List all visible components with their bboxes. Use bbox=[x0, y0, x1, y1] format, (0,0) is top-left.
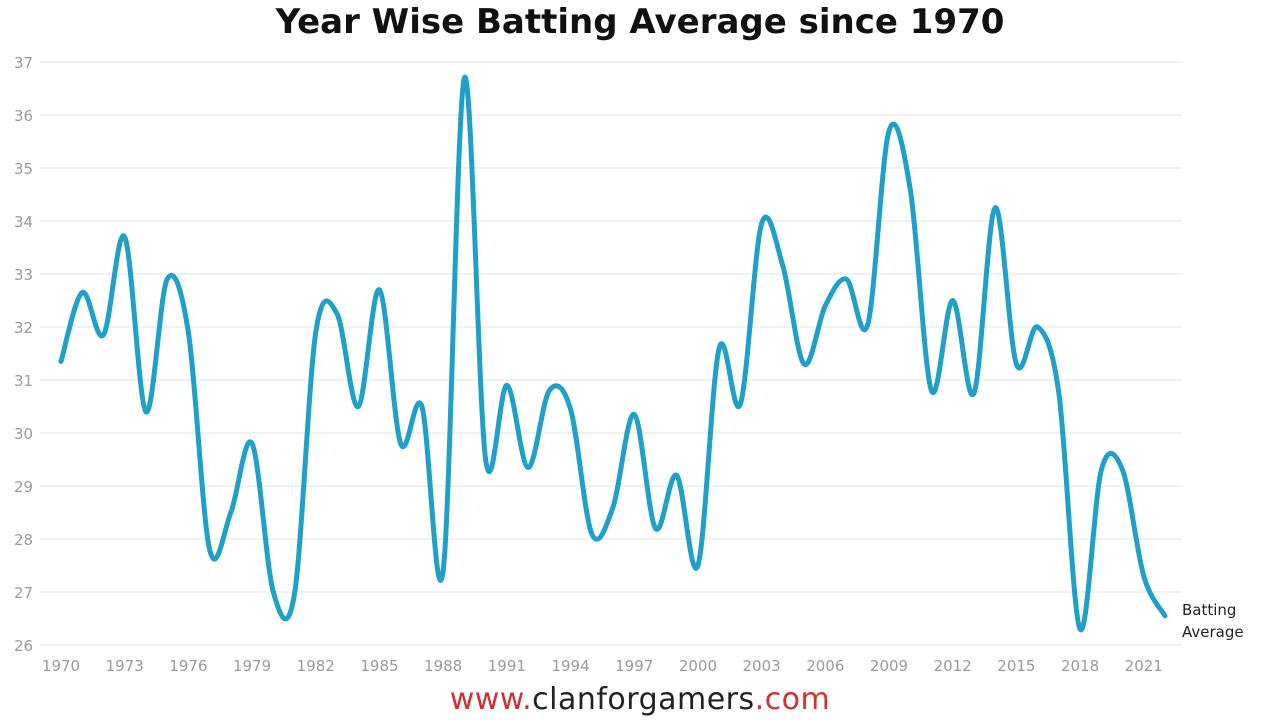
x-tick-label-1997: 1997 bbox=[615, 657, 653, 675]
y-tick-label-29: 29 bbox=[14, 478, 33, 496]
x-tick-label-2009: 2009 bbox=[870, 657, 908, 675]
y-tick-label-36: 36 bbox=[14, 107, 33, 125]
watermark: www.clanforgamers.com bbox=[0, 682, 1280, 717]
y-tick-label-34: 34 bbox=[14, 213, 33, 231]
chart-title: Year Wise Batting Average since 1970 bbox=[275, 2, 1005, 42]
x-tick-label-2018: 2018 bbox=[1061, 657, 1099, 675]
x-tick-label-2021: 2021 bbox=[1125, 657, 1163, 675]
x-tick-label-1991: 1991 bbox=[488, 657, 526, 675]
x-tick-label-2000: 2000 bbox=[679, 657, 717, 675]
y-tick-label-35: 35 bbox=[14, 160, 33, 178]
y-tick-label-26: 26 bbox=[14, 637, 33, 655]
grid-lines bbox=[40, 61, 1182, 646]
y-tick-label-37: 37 bbox=[14, 54, 33, 72]
x-axis-ticks: 1970 1973 1976 1979 1982 1985 1988 1991 1994 1997… bbox=[42, 657, 1163, 675]
x-tick-label-1994: 1994 bbox=[551, 657, 589, 675]
series-label-line2: Average bbox=[1182, 623, 1244, 641]
series-line-0 bbox=[58, 75, 1168, 633]
y-tick-label-27: 27 bbox=[14, 584, 33, 602]
y-axis-ticks: 26 27 28 29 30 31 32 33 34 35 36 37 bbox=[14, 54, 33, 655]
series-labels: Batting Average bbox=[1182, 601, 1244, 641]
series-label-line1: Batting bbox=[1182, 601, 1236, 619]
y-tick-label-28: 28 bbox=[14, 531, 33, 549]
x-tick-label-2003: 2003 bbox=[743, 657, 781, 675]
x-tick-label-2012: 2012 bbox=[934, 657, 972, 675]
x-tick-label-2006: 2006 bbox=[806, 657, 844, 675]
watermark-prefix: www. bbox=[449, 682, 533, 717]
y-tick-label-33: 33 bbox=[14, 266, 33, 284]
y-tick-label-31: 31 bbox=[14, 372, 33, 390]
x-tick-label-1970: 1970 bbox=[42, 657, 80, 675]
x-tick-label-1973: 1973 bbox=[106, 657, 144, 675]
watermark-brand: clanforgamers bbox=[532, 682, 755, 717]
x-tick-label-1988: 1988 bbox=[424, 657, 462, 675]
y-tick-label-30: 30 bbox=[14, 425, 33, 443]
y-tick-label-32: 32 bbox=[14, 319, 33, 337]
x-tick-label-1982: 1982 bbox=[297, 657, 335, 675]
watermark-suffix: .com bbox=[754, 682, 831, 717]
x-tick-label-1979: 1979 bbox=[233, 657, 271, 675]
series-group bbox=[58, 75, 1168, 633]
x-tick-label-2015: 2015 bbox=[997, 657, 1035, 675]
x-tick-label-1985: 1985 bbox=[360, 657, 398, 675]
x-tick-label-1976: 1976 bbox=[169, 657, 207, 675]
